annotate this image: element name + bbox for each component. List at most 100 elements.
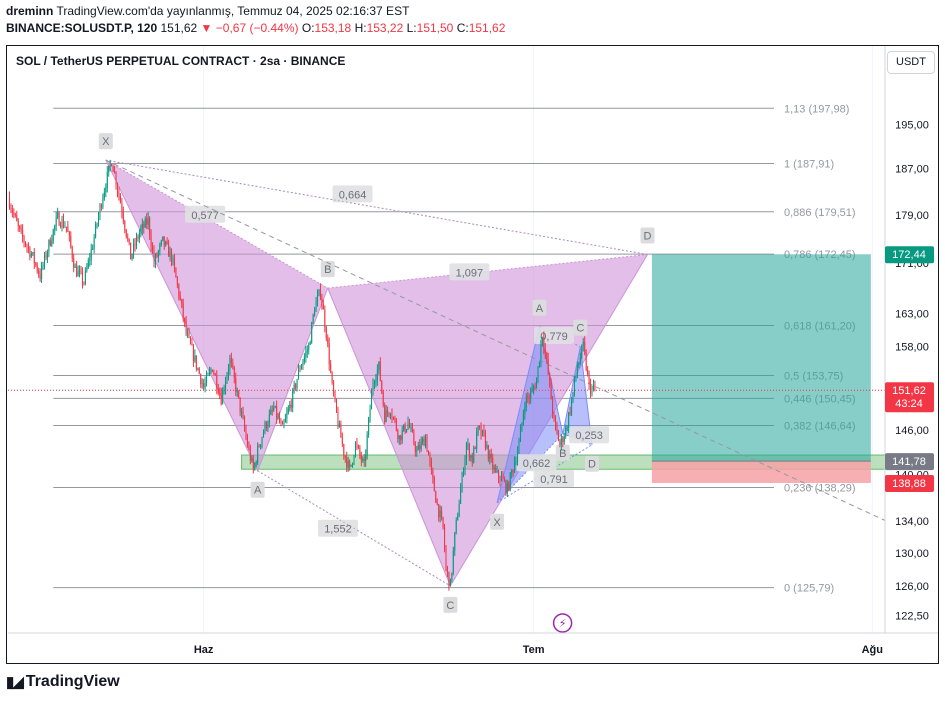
candle-body — [23, 236, 25, 243]
candle-body — [594, 385, 596, 391]
candle-body — [51, 241, 53, 246]
candle-body — [479, 425, 481, 428]
candle-body — [176, 277, 178, 285]
candle-body — [185, 321, 187, 334]
candle-body — [84, 270, 86, 284]
candle-body — [127, 236, 129, 239]
candle-body — [239, 397, 241, 413]
candle-body — [378, 361, 380, 370]
axis-price-badge — [885, 474, 934, 492]
candle-body — [273, 407, 275, 411]
ohlc-line: BINANCE:SOLUSDT.P, 120 151,62 ▼ −0,67 (−… — [6, 21, 505, 35]
candle-body — [492, 458, 494, 470]
candle-body — [210, 369, 212, 371]
candle-body — [86, 267, 88, 271]
candle-body — [373, 383, 375, 385]
candle-body — [487, 445, 489, 460]
candle-body — [130, 242, 132, 260]
harmonic-large-point-label: X — [102, 136, 110, 148]
candle-body — [391, 414, 393, 418]
candle-body — [322, 304, 324, 310]
candle-body — [178, 284, 180, 297]
candle-body — [105, 188, 107, 192]
candle-body — [335, 398, 338, 412]
candle-body — [284, 418, 286, 423]
candle-body — [249, 448, 251, 461]
candle-body — [372, 383, 374, 393]
candle-body — [162, 236, 164, 241]
candle-body — [571, 400, 573, 414]
harmonic-small-ratio-badge — [516, 454, 557, 472]
price-tick-label: 158,00 — [895, 342, 929, 354]
candle-body — [100, 205, 102, 208]
candle-body — [217, 388, 219, 394]
candle-body — [566, 427, 568, 429]
candle-body — [547, 359, 549, 374]
candle-body — [32, 252, 34, 254]
candle-body — [16, 215, 18, 222]
candle-body — [448, 571, 450, 587]
currency-button[interactable]: USDT — [887, 51, 935, 74]
candle-body — [559, 441, 561, 445]
candle-body — [496, 470, 498, 472]
candle-body — [422, 438, 424, 442]
symbol-label: BINANCE:SOLUSDT.P, 120 — [6, 21, 158, 35]
harmonic-small-point-label: X — [493, 517, 501, 529]
candle-body — [298, 369, 300, 380]
candle-body — [309, 342, 311, 345]
candle-body — [441, 510, 443, 518]
candle-body — [30, 253, 32, 257]
candle-body — [296, 379, 298, 388]
candle-body — [281, 422, 283, 425]
low-label: L: — [406, 21, 417, 35]
candle-body — [503, 478, 505, 482]
candle-body — [260, 444, 262, 447]
candle-body — [455, 520, 457, 533]
candle-body — [74, 266, 76, 268]
candle-body — [302, 361, 304, 366]
candle-body — [476, 432, 478, 449]
candle-body — [433, 477, 435, 492]
harmonic-small-point-badge — [573, 319, 588, 336]
candle-body — [315, 301, 317, 312]
candle-body — [45, 254, 47, 259]
candle-body — [435, 491, 437, 503]
candle-body — [352, 462, 354, 465]
harmonic-small-xab-triangle — [497, 326, 563, 503]
candle-body — [538, 361, 540, 367]
candle-body — [416, 450, 418, 452]
candle-body — [42, 264, 44, 266]
candle-body — [585, 352, 587, 371]
candle-body — [93, 237, 95, 249]
candle-body — [506, 483, 508, 493]
candle-body — [99, 205, 101, 216]
candle-body — [149, 217, 151, 235]
candle-body — [463, 472, 465, 474]
candle-body — [38, 271, 40, 275]
candle-body — [22, 229, 24, 237]
candle-body — [64, 226, 66, 228]
candle-body — [181, 299, 183, 304]
harmonic-small-ratio-badge — [534, 470, 575, 488]
candle-body — [381, 380, 383, 393]
candle-body — [544, 348, 546, 353]
candle-body — [227, 369, 229, 375]
candle-body — [10, 207, 12, 210]
candle-body — [515, 461, 517, 463]
candle-body — [400, 435, 402, 441]
harmonic-large-ratio-badge — [317, 519, 358, 537]
candle-body — [495, 467, 497, 472]
candle-body — [81, 271, 83, 283]
price-tick-label: 195,00 — [895, 119, 929, 131]
candle-body — [481, 429, 484, 436]
harmonic-large-point-label: A — [254, 485, 262, 497]
candle-body — [83, 282, 85, 284]
candle-body — [242, 411, 244, 419]
candle-body — [89, 259, 91, 261]
candle-body — [299, 369, 301, 371]
candle-body — [518, 442, 520, 452]
candle-body — [452, 550, 454, 573]
axis-price-badge — [885, 382, 934, 413]
candle-body — [417, 445, 419, 451]
